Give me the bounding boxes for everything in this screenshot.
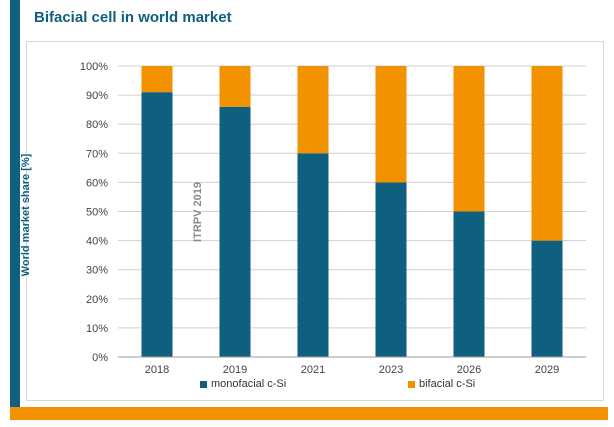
legend-swatch-monofacial: [200, 380, 207, 388]
bar-bifacial: [219, 66, 251, 107]
x-tick-label: 2023: [379, 364, 403, 376]
legend-item-bifacial: bifacial c-Si: [408, 378, 475, 390]
y-tick-label: 60%: [86, 177, 108, 189]
bar-monofacial: [219, 106, 251, 358]
y-tick-label: 90%: [86, 90, 108, 102]
bar-bifacial: [375, 66, 407, 183]
y-tick-label: 40%: [86, 236, 108, 248]
x-tick-label: 2021: [301, 364, 325, 376]
source-watermark: ITRPV 2019: [192, 182, 204, 242]
x-tick-label: 2019: [223, 364, 247, 376]
bar-bifacial: [531, 66, 563, 241]
y-tick-label: 70%: [86, 148, 108, 160]
y-tick-label: 0%: [92, 352, 108, 364]
legend-label-monofacial: monofacial c-Si: [211, 378, 287, 390]
bar-bifacial: [297, 66, 329, 154]
x-tick-label: 2018: [145, 364, 169, 376]
x-tick-label: 2029: [535, 364, 559, 376]
left-accent-bar: [10, 0, 20, 407]
bar-monofacial: [453, 211, 485, 357]
y-tick-label: 30%: [86, 265, 108, 277]
legend-swatch-bifacial: [408, 380, 415, 388]
legend-item-monofacial: monofacial c-Si: [200, 378, 286, 390]
legend-label-bifacial: bifacial c-Si: [419, 378, 476, 390]
y-tick-label: 80%: [86, 119, 108, 131]
bar-bifacial: [453, 66, 485, 212]
y-axis-label: World market share [%]: [20, 153, 32, 277]
y-tick-label: 100%: [80, 61, 108, 73]
bar-monofacial: [141, 92, 173, 357]
y-tick-label: 20%: [86, 294, 108, 306]
bottom-accent-bar: [10, 407, 608, 420]
bar-monofacial: [297, 153, 329, 357]
y-tick-label: 50%: [86, 207, 108, 219]
page-title: Bifacial cell in world market: [34, 9, 232, 26]
y-tick-label: 10%: [86, 323, 108, 335]
bar-monofacial: [375, 182, 407, 357]
bar-bifacial: [141, 66, 173, 93]
x-tick-label: 2026: [457, 364, 481, 376]
bar-monofacial: [531, 240, 563, 357]
